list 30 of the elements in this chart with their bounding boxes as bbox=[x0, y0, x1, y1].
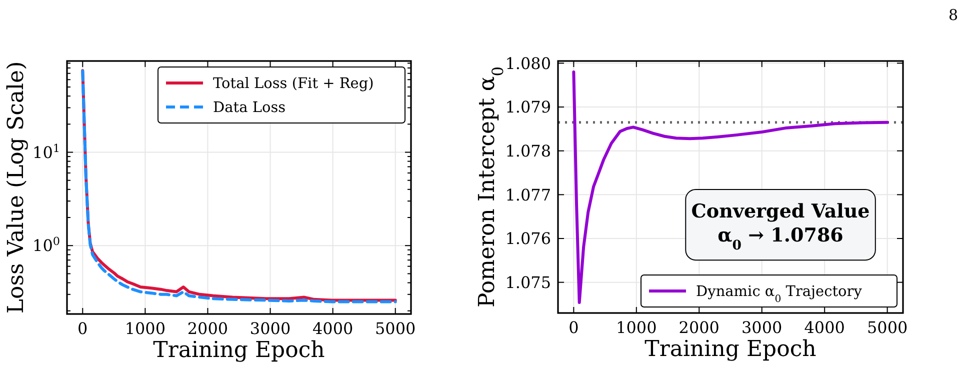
x-axis-title: Training Epoch bbox=[153, 338, 325, 363]
x-tick-label: 2000 bbox=[187, 319, 228, 338]
annotation: α$_{0}$ → 1.0786 bbox=[718, 224, 844, 254]
x-tick-label: 0 bbox=[568, 318, 579, 337]
text: 8 bbox=[948, 6, 958, 24]
x-tick-label: 1000 bbox=[124, 319, 166, 338]
y-tick-label: 10$^{0}$ bbox=[32, 234, 60, 256]
y-tick-label: 1.079 bbox=[505, 98, 551, 117]
x-tick-label: 4000 bbox=[804, 318, 845, 337]
y-tick-label: 1.080 bbox=[505, 54, 551, 73]
y-tick-label: 1.078 bbox=[505, 141, 551, 160]
x-tick-label: 3000 bbox=[250, 319, 291, 338]
y-tick-label: 1.076 bbox=[505, 229, 551, 248]
legend-label: Data Loss bbox=[213, 100, 286, 116]
legend-label: Dynamic α$_{0}$ Trajectory bbox=[696, 284, 863, 305]
x-tick-label: 0 bbox=[78, 319, 88, 338]
line-series bbox=[572, 70, 889, 304]
x-tick-label: 2000 bbox=[678, 318, 720, 337]
legend-label: Total Loss (Fit + Reg) bbox=[213, 76, 374, 92]
annotation: Converged Value bbox=[691, 200, 870, 223]
y-tick-label: 10$^{1}$ bbox=[32, 141, 60, 162]
x-tick-label: 4000 bbox=[312, 319, 354, 338]
y-tick-label: 1.075 bbox=[505, 272, 551, 292]
y-axis-title: Loss Value (Log Scale) bbox=[4, 61, 29, 314]
x-tick-label: 5000 bbox=[866, 318, 908, 337]
x-tick-label: 1000 bbox=[616, 318, 657, 337]
x-tick-label: 5000 bbox=[375, 319, 416, 338]
x-tick-label: 3000 bbox=[742, 318, 782, 337]
x-axis-title: Training Epoch bbox=[644, 337, 816, 362]
y-tick-label: 1.077 bbox=[505, 185, 551, 204]
